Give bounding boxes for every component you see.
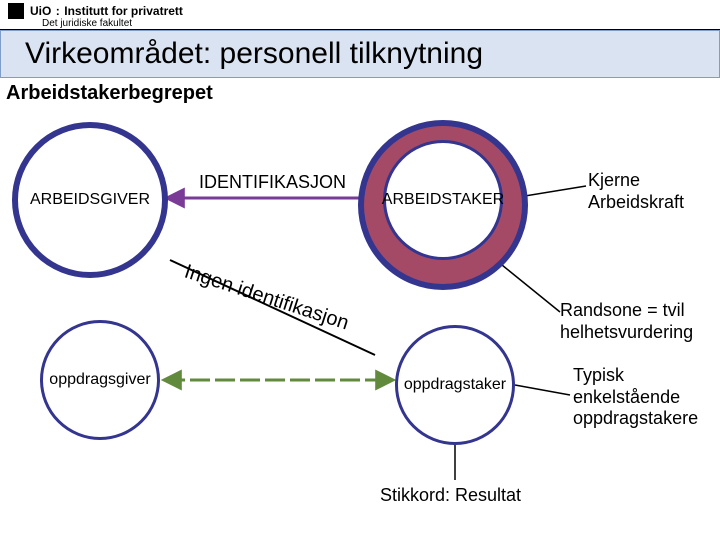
callout-line-randsone (502, 265, 560, 312)
callout-randsone: Randsone = tvilhelhetsvurdering (560, 300, 693, 343)
callout-stikkord: Stikkord: Resultat (380, 485, 521, 507)
node-label-arbeidstaker_inner: ARBEIDSTAKER (382, 191, 504, 209)
node-arbeidsgiver: ARBEIDSGIVER (12, 122, 168, 278)
edge-label-0: IDENTIFIKASJON (199, 172, 346, 194)
node-oppdragsgiver: oppdragsgiver (40, 320, 160, 440)
node-label-arbeidsgiver: ARBEIDSGIVER (30, 191, 150, 209)
node-arbeidstaker_inner: ARBEIDSTAKER (383, 140, 503, 260)
node-label-oppdragsgiver: oppdragsgiver (49, 371, 150, 389)
node-label-oppdragstaker: oppdragstaker (404, 376, 506, 394)
node-oppdragstaker: oppdragstaker (395, 325, 515, 445)
callout-typisk: Typiskenkelståendeoppdragstakere (573, 365, 698, 430)
callout-kjerne: KjerneArbeidskraft (588, 170, 684, 213)
callout-line-typisk (515, 385, 570, 395)
